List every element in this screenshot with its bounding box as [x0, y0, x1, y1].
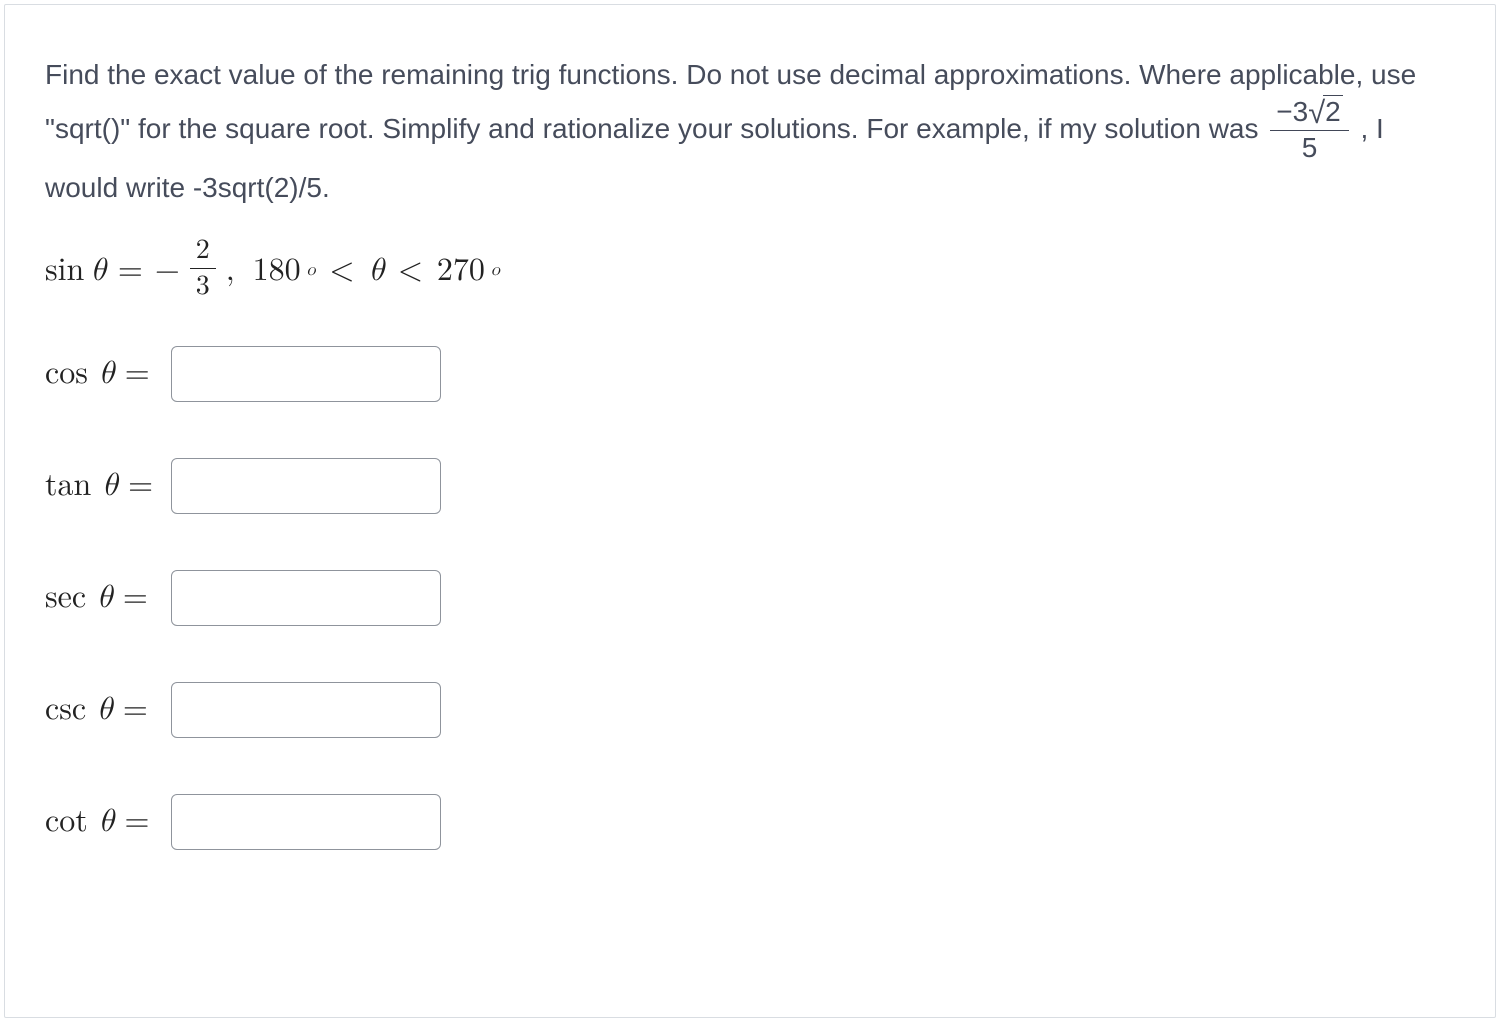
eq-tan: =: [128, 470, 153, 502]
given-range-rhs-deg: o: [491, 260, 500, 281]
instructions-pre: Find the exact value of the remaining tr…: [45, 59, 1416, 145]
input-tan[interactable]: [171, 458, 441, 514]
given-range-rhs: 270: [437, 252, 485, 290]
row-csc: csc θ =: [45, 682, 1455, 738]
example-fraction-den: 5: [1270, 131, 1348, 164]
input-sec[interactable]: [171, 570, 441, 626]
eq-cos: =: [125, 358, 150, 390]
given-theta: θ: [90, 252, 106, 290]
given-frac-num: 2: [190, 235, 216, 269]
example-fraction: −3√2 5: [1270, 94, 1348, 164]
given-frac-den: 3: [190, 269, 216, 302]
func-cos: cos: [45, 358, 88, 390]
theta-cot: θ: [98, 806, 114, 838]
label-sec: sec θ =: [45, 579, 171, 617]
given-comma: ,: [226, 252, 235, 290]
func-cot: cot: [45, 806, 88, 838]
given-range-mid: θ: [368, 252, 384, 290]
input-cos[interactable]: [171, 346, 441, 402]
theta-cos: θ: [98, 358, 114, 390]
given-range-lhs-deg: o: [307, 260, 316, 281]
label-csc: csc θ =: [45, 691, 171, 729]
example-fraction-num: −3√2: [1270, 94, 1348, 131]
theta-tan: θ: [102, 470, 118, 502]
label-cos: cos θ =: [45, 355, 171, 393]
instructions-text: Find the exact value of the remaining tr…: [45, 53, 1455, 209]
func-tan: tan: [45, 470, 91, 502]
theta-csc: θ: [97, 694, 113, 726]
eq-csc: =: [123, 694, 148, 726]
radical-sign: √: [1308, 95, 1325, 130]
example-fraction-sqrt: √2: [1308, 94, 1342, 128]
given-equation: sin θ = − 2 3 , 180 o < θ < 270 o: [45, 237, 1455, 304]
theta-sec: θ: [97, 582, 113, 614]
label-cot: cot θ =: [45, 803, 171, 841]
example-fraction-coeff: −3: [1276, 96, 1308, 127]
row-cot: cot θ =: [45, 794, 1455, 850]
given-fraction: 2 3: [190, 235, 216, 302]
eq-sec: =: [123, 582, 148, 614]
given-lt1: <: [329, 252, 354, 290]
input-csc[interactable]: [171, 682, 441, 738]
input-cot[interactable]: [171, 794, 441, 850]
given-range-lhs: 180: [253, 252, 301, 290]
row-tan: tan θ =: [45, 458, 1455, 514]
given-equals: =: [118, 252, 143, 290]
question-panel: Find the exact value of the remaining tr…: [4, 4, 1496, 1018]
func-csc: csc: [45, 694, 86, 726]
label-tan: tan θ =: [45, 467, 171, 505]
given-func: sin: [45, 252, 84, 290]
example-fraction-sqrt-arg: 2: [1323, 95, 1343, 127]
row-sec: sec θ =: [45, 570, 1455, 626]
eq-cot: =: [125, 806, 150, 838]
row-cos: cos θ =: [45, 346, 1455, 402]
func-sec: sec: [45, 582, 86, 614]
given-lt2: <: [398, 252, 423, 290]
given-neg: −: [155, 252, 180, 290]
